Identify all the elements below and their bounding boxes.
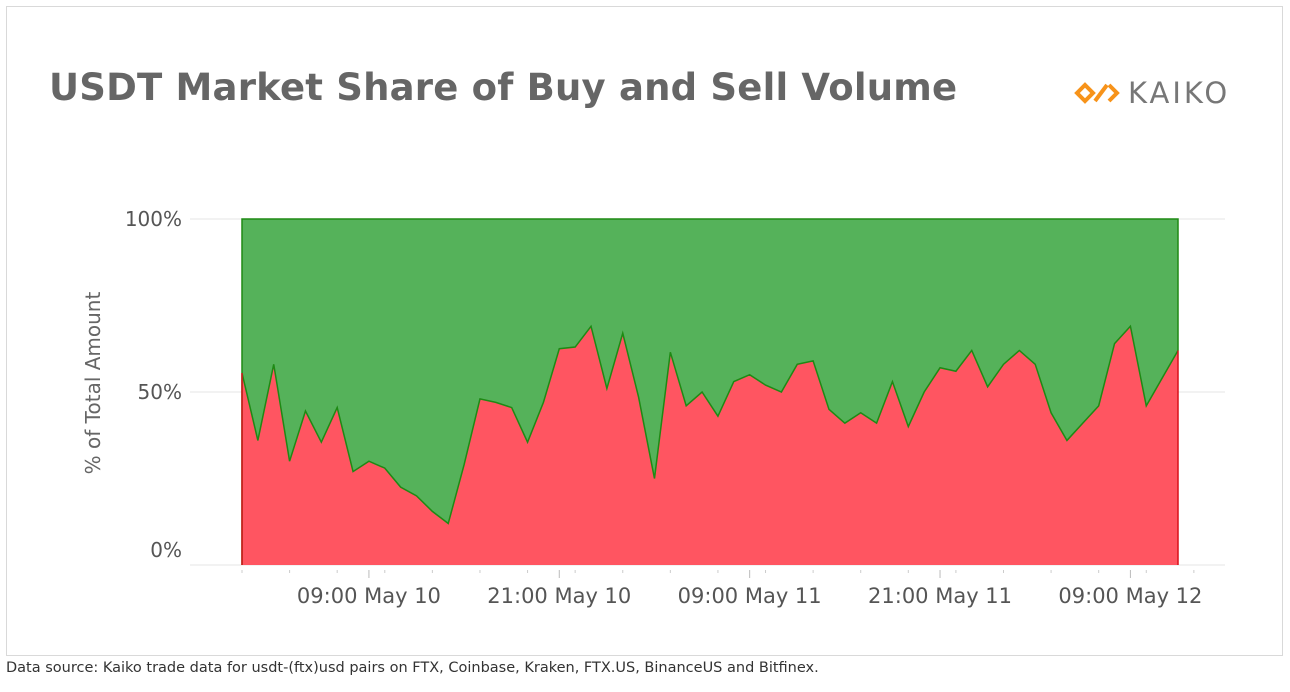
x-tick-label: 09:00 May 11 [678, 584, 822, 608]
red-series-area [242, 326, 1178, 565]
y-tick-label: 0% [150, 538, 182, 562]
chart-title: USDT Market Share of Buy and Sell Volume [49, 66, 958, 109]
x-tick-label: 09:00 May 10 [297, 584, 441, 608]
data-source-note: Data source: Kaiko trade data for usdt-(… [6, 660, 819, 676]
y-axis-label: % of Total Amount [81, 292, 105, 475]
kaiko-logo-text: KAIKO [1128, 76, 1231, 110]
axes: 100% 50% 0% 09:00 May 10 21:00 May 10 09:00 M… [125, 207, 1203, 608]
green-series-line [241, 218, 1179, 373]
area-series [241, 218, 1179, 565]
x-tick-label: 21:00 May 10 [487, 584, 631, 608]
boundary-line [241, 324, 1179, 565]
kaiko-logo-icon [1074, 78, 1124, 108]
kaiko-logo: KAIKO [1074, 76, 1230, 110]
y-tick-label: 100% [125, 207, 182, 231]
x-tick-label: 21:00 May 11 [868, 584, 1012, 608]
x-tick-label: 09:00 May 12 [1058, 584, 1202, 608]
y-tick-label: 50% [138, 380, 182, 404]
green-series-area [242, 219, 1178, 524]
